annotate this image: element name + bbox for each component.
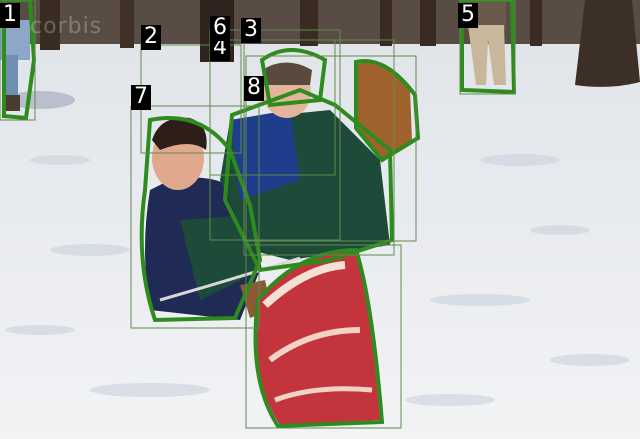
watermark: corbis (30, 14, 103, 39)
annotation-label-4: 4 (210, 36, 230, 61)
sled-rope (159, 256, 301, 302)
annotation-label-8: 8 (244, 76, 264, 101)
snow-texture (5, 91, 630, 406)
bounding-boxes (0, 0, 516, 429)
annotation-label-7: 7 (131, 85, 151, 110)
annotation-label-5: 5 (458, 3, 478, 28)
annotation-label-6: 6 (210, 16, 230, 41)
man-green-jacket (220, 62, 412, 260)
annotation-label-3: 3 (241, 18, 261, 43)
annotation-label-2: 2 (141, 25, 161, 50)
annotation-label-1: 1 (0, 3, 20, 28)
meat-sled (254, 251, 380, 425)
segmentation-masks (1, 0, 517, 429)
